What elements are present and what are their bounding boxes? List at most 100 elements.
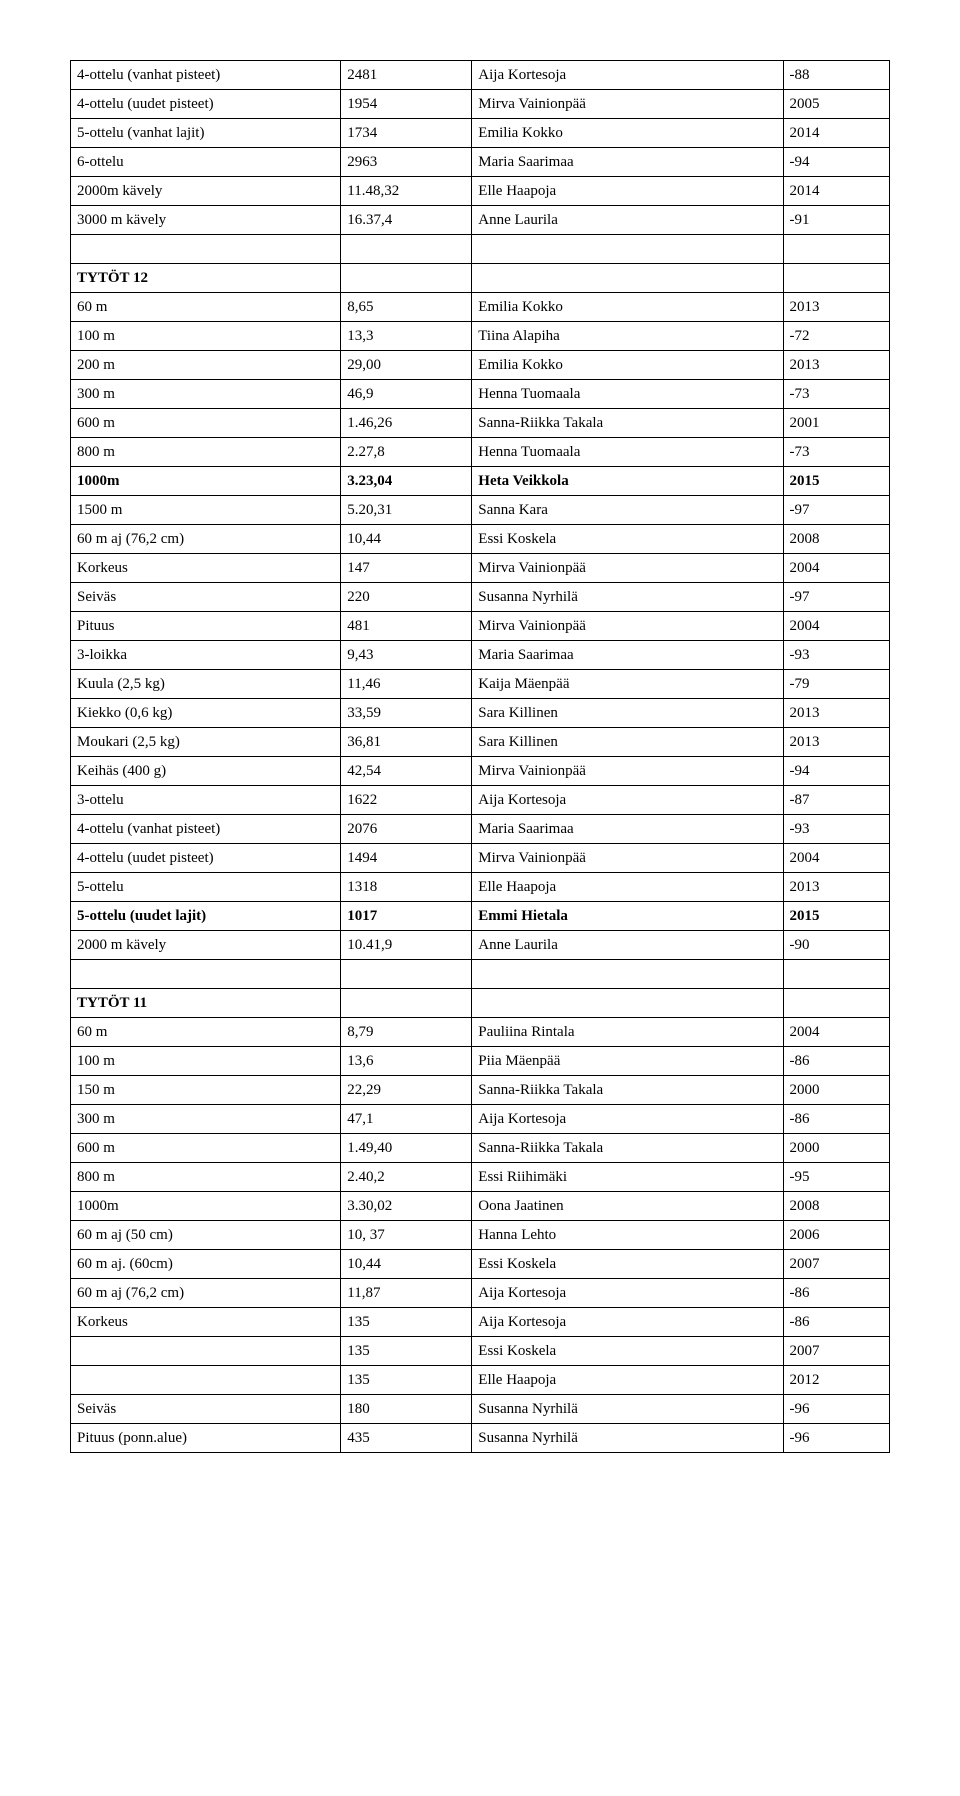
table-cell: 36,81	[341, 728, 472, 757]
table-cell: 33,59	[341, 699, 472, 728]
table-cell: 2013	[783, 728, 889, 757]
table-cell: 2013	[783, 351, 889, 380]
table-cell: -87	[783, 786, 889, 815]
table-cell: 1.46,26	[341, 409, 472, 438]
table-row: 60 m aj (76,2 cm)11,87Aija Kortesoja-86	[71, 1279, 890, 1308]
table-cell: 4-ottelu (vanhat pisteet)	[71, 61, 341, 90]
table-cell: 3000 m kävely	[71, 206, 341, 235]
table-row: 60 m aj. (60cm)10,44Essi Koskela2007	[71, 1250, 890, 1279]
table-cell: -72	[783, 322, 889, 351]
table-cell: 2014	[783, 177, 889, 206]
table-cell: 2015	[783, 467, 889, 496]
table-cell	[783, 235, 889, 264]
table-cell: 1954	[341, 90, 472, 119]
table-row: Pituus (ponn.alue)435Susanna Nyrhilä-96	[71, 1424, 890, 1453]
table-row: 60 m8,65Emilia Kokko2013	[71, 293, 890, 322]
table-cell: 5-ottelu (uudet lajit)	[71, 902, 341, 931]
table-cell: Emmi Hietala	[472, 902, 783, 931]
table-cell: 135	[341, 1366, 472, 1395]
table-cell: 60 m	[71, 293, 341, 322]
table-cell: -86	[783, 1308, 889, 1337]
table-cell	[71, 1337, 341, 1366]
table-cell: Elle Haapoja	[472, 177, 783, 206]
table-cell: 3-loikka	[71, 641, 341, 670]
table-cell	[472, 264, 783, 293]
table-cell	[341, 989, 472, 1018]
table-cell: 2014	[783, 119, 889, 148]
table-cell: 1494	[341, 844, 472, 873]
table-cell: 147	[341, 554, 472, 583]
table-cell: 3-ottelu	[71, 786, 341, 815]
table-cell: Mirva Vainionpää	[472, 90, 783, 119]
table-cell	[472, 235, 783, 264]
table-cell: Essi Riihimäki	[472, 1163, 783, 1192]
table-cell: Henna Tuomaala	[472, 380, 783, 409]
table-cell: 2013	[783, 699, 889, 728]
table-cell: 1.49,40	[341, 1134, 472, 1163]
table-cell	[472, 989, 783, 1018]
table-row	[71, 235, 890, 264]
table-cell	[472, 960, 783, 989]
table-cell: 8,65	[341, 293, 472, 322]
table-cell: Elle Haapoja	[472, 873, 783, 902]
table-cell: Susanna Nyrhilä	[472, 583, 783, 612]
table-cell: Hanna Lehto	[472, 1221, 783, 1250]
table-cell: 10,44	[341, 1250, 472, 1279]
table-cell: TYTÖT 12	[71, 264, 341, 293]
table-cell: Susanna Nyrhilä	[472, 1395, 783, 1424]
table-row: 3-loikka9,43Maria Saarimaa-93	[71, 641, 890, 670]
table-cell	[341, 235, 472, 264]
table-row: 60 m aj (50 cm)10, 37Hanna Lehto2006	[71, 1221, 890, 1250]
table-cell: 60 m aj. (60cm)	[71, 1250, 341, 1279]
table-cell: -86	[783, 1047, 889, 1076]
table-cell: 1318	[341, 873, 472, 902]
table-cell: 16.37,4	[341, 206, 472, 235]
table-cell: 4-ottelu (vanhat pisteet)	[71, 815, 341, 844]
table-cell	[341, 960, 472, 989]
table-cell: 2007	[783, 1337, 889, 1366]
table-cell: 60 m	[71, 1018, 341, 1047]
table-cell: 2001	[783, 409, 889, 438]
table-cell: 60 m aj (50 cm)	[71, 1221, 341, 1250]
table-cell: 10,44	[341, 525, 472, 554]
table-cell: 3.30,02	[341, 1192, 472, 1221]
table-row: Moukari (2,5 kg)36,81Sara Killinen2013	[71, 728, 890, 757]
table-row: 150 m22,29Sanna-Riikka Takala2000	[71, 1076, 890, 1105]
table-row: 100 m13,3Tiina Alapiha-72	[71, 322, 890, 351]
table-cell: 2.27,8	[341, 438, 472, 467]
table-cell: Maria Saarimaa	[472, 815, 783, 844]
table-cell	[783, 264, 889, 293]
table-cell: 60 m aj (76,2 cm)	[71, 525, 341, 554]
table-cell: -79	[783, 670, 889, 699]
table-cell: 5.20,31	[341, 496, 472, 525]
table-cell: Aija Kortesoja	[472, 1308, 783, 1337]
table-cell: Essi Koskela	[472, 525, 783, 554]
table-cell: Anne Laurila	[472, 931, 783, 960]
table-row: 5-ottelu1318Elle Haapoja2013	[71, 873, 890, 902]
table-cell: 100 m	[71, 1047, 341, 1076]
table-cell: Tiina Alapiha	[472, 322, 783, 351]
table-row: 600 m1.46,26Sanna-Riikka Takala2001	[71, 409, 890, 438]
table-row: 135Essi Koskela2007	[71, 1337, 890, 1366]
table-cell: Piia Mäenpää	[472, 1047, 783, 1076]
table-cell: -93	[783, 641, 889, 670]
table-cell: 800 m	[71, 438, 341, 467]
table-cell: -91	[783, 206, 889, 235]
table-cell: Emilia Kokko	[472, 293, 783, 322]
table-cell: TYTÖT 11	[71, 989, 341, 1018]
table-cell: Aija Kortesoja	[472, 1105, 783, 1134]
table-cell: Moukari (2,5 kg)	[71, 728, 341, 757]
table-row: 6-ottelu2963Maria Saarimaa-94	[71, 148, 890, 177]
table-cell: Mirva Vainionpää	[472, 612, 783, 641]
table-row: 800 m2.27,8Henna Tuomaala-73	[71, 438, 890, 467]
table-cell: Heta Veikkola	[472, 467, 783, 496]
table-cell: Mirva Vainionpää	[472, 844, 783, 873]
table-cell: 481	[341, 612, 472, 641]
table-row: 300 m47,1Aija Kortesoja-86	[71, 1105, 890, 1134]
table-cell: 135	[341, 1337, 472, 1366]
table-cell: Elle Haapoja	[472, 1366, 783, 1395]
table-cell: 2000m kävely	[71, 177, 341, 206]
table-cell: 11,87	[341, 1279, 472, 1308]
table-cell	[71, 1366, 341, 1395]
table-cell: Sanna-Riikka Takala	[472, 1134, 783, 1163]
